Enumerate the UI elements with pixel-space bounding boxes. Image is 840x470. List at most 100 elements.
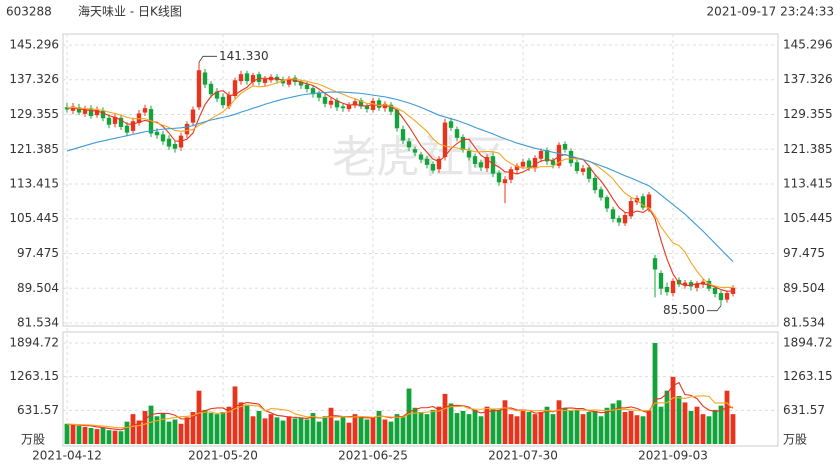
candle-body bbox=[712, 287, 718, 294]
candle-body bbox=[124, 125, 130, 133]
candle-body bbox=[550, 160, 556, 165]
volume-bar bbox=[118, 431, 124, 444]
volume-bar bbox=[604, 407, 610, 444]
y-tick-label: 1263.15 bbox=[9, 369, 59, 383]
candle-body bbox=[154, 131, 160, 136]
volume-bar bbox=[538, 412, 544, 444]
y-tick-label: 89.504 bbox=[17, 281, 59, 295]
candle-body bbox=[232, 80, 238, 96]
volume-bar bbox=[592, 410, 598, 444]
candle-body bbox=[526, 160, 532, 168]
volume-bar bbox=[238, 402, 244, 444]
candle-body bbox=[202, 72, 208, 85]
candle-body bbox=[352, 101, 358, 106]
volume-bar bbox=[454, 413, 460, 444]
candle-body bbox=[214, 91, 220, 99]
volume-bar bbox=[220, 412, 226, 444]
volume-bar bbox=[346, 422, 352, 444]
candle-body bbox=[166, 138, 172, 147]
volume-bar bbox=[184, 417, 190, 444]
volume-bar bbox=[628, 410, 634, 444]
volume-bar bbox=[286, 416, 292, 444]
volume-bar bbox=[160, 413, 166, 444]
volume-bar bbox=[226, 406, 232, 444]
candle-body bbox=[514, 165, 520, 171]
candle-body bbox=[730, 287, 736, 294]
volume-bar bbox=[430, 409, 436, 444]
volume-bar bbox=[400, 416, 406, 444]
candle-body bbox=[610, 209, 616, 219]
volume-frame bbox=[62, 331, 779, 447]
y-tick-label: 631.57 bbox=[17, 403, 59, 417]
candle-body bbox=[118, 117, 124, 127]
candle-body bbox=[700, 281, 706, 285]
volume-bar bbox=[340, 416, 346, 444]
volume-bar bbox=[274, 417, 280, 444]
candle-body bbox=[544, 150, 550, 162]
annotation-leader bbox=[707, 305, 722, 312]
volume-bar bbox=[334, 420, 340, 444]
candle-body bbox=[496, 172, 502, 183]
volume-bar bbox=[178, 423, 184, 444]
y-tick-label: 1263.15 bbox=[783, 369, 833, 383]
x-tick-label: 2021-06-25 bbox=[338, 449, 408, 463]
candle-body bbox=[94, 109, 100, 116]
y-tick-label: 1894.72 bbox=[9, 336, 59, 350]
y-tick-label: 1894.72 bbox=[783, 336, 833, 350]
volume-bar bbox=[172, 419, 178, 444]
candle-body bbox=[466, 150, 472, 158]
volume-bar bbox=[310, 413, 316, 444]
volume-bar bbox=[652, 343, 658, 444]
x-tick-label: 2021-07-30 bbox=[488, 449, 558, 463]
candle-body bbox=[574, 162, 580, 171]
volume-bar bbox=[304, 419, 310, 444]
candle-body bbox=[280, 79, 286, 84]
candle-body bbox=[436, 158, 442, 170]
volume-bar bbox=[448, 403, 454, 444]
volume-bar bbox=[472, 409, 478, 444]
volume-bar bbox=[196, 390, 202, 444]
volume-bar bbox=[676, 396, 682, 444]
volume-bar bbox=[568, 410, 574, 444]
candle-body bbox=[220, 96, 226, 106]
y-tick-label: 145.296 bbox=[9, 38, 59, 52]
candle-body bbox=[376, 100, 382, 108]
volume-bar bbox=[466, 414, 472, 444]
candle-body bbox=[328, 100, 334, 105]
volume-bar bbox=[130, 414, 136, 444]
annotation: 141.330 bbox=[219, 49, 269, 63]
candle-body bbox=[82, 109, 88, 114]
candle-body bbox=[688, 282, 694, 287]
volume-bar bbox=[544, 406, 550, 444]
candle-body bbox=[334, 100, 340, 108]
ma-line bbox=[66, 395, 734, 429]
volume-bar bbox=[694, 406, 700, 444]
annotation-leader bbox=[198, 55, 217, 63]
volume-bar bbox=[106, 430, 112, 444]
volume-bar bbox=[154, 416, 160, 444]
timestamp: 2021-09-17 23:24:33 bbox=[707, 5, 834, 19]
volume-bar bbox=[634, 415, 640, 444]
volume-bar bbox=[256, 410, 262, 444]
volume-bar bbox=[262, 418, 268, 444]
x-tick-label: 2021-09-03 bbox=[638, 449, 708, 463]
volume-bar bbox=[730, 414, 736, 444]
volume-bar bbox=[166, 421, 172, 444]
y-tick-label: 81.534 bbox=[17, 316, 59, 330]
volume-bar bbox=[364, 419, 370, 444]
y-tick-label: 105.445 bbox=[9, 211, 59, 225]
candle-body bbox=[502, 179, 508, 184]
candle-body bbox=[190, 109, 196, 123]
y-tick-label: 113.415 bbox=[9, 177, 59, 191]
volume-unit: 万股 bbox=[783, 433, 807, 447]
y-tick-label: 81.534 bbox=[783, 316, 825, 330]
volume-bar bbox=[388, 421, 394, 444]
candle-body bbox=[64, 107, 70, 110]
candle-body bbox=[424, 158, 430, 165]
volume-bar bbox=[394, 414, 400, 444]
volume-bar bbox=[214, 414, 220, 444]
y-tick-label: 105.445 bbox=[783, 211, 833, 225]
annotation: 85.500 bbox=[663, 303, 705, 317]
y-tick-label: 145.296 bbox=[783, 38, 833, 52]
volume-bar bbox=[682, 402, 688, 444]
